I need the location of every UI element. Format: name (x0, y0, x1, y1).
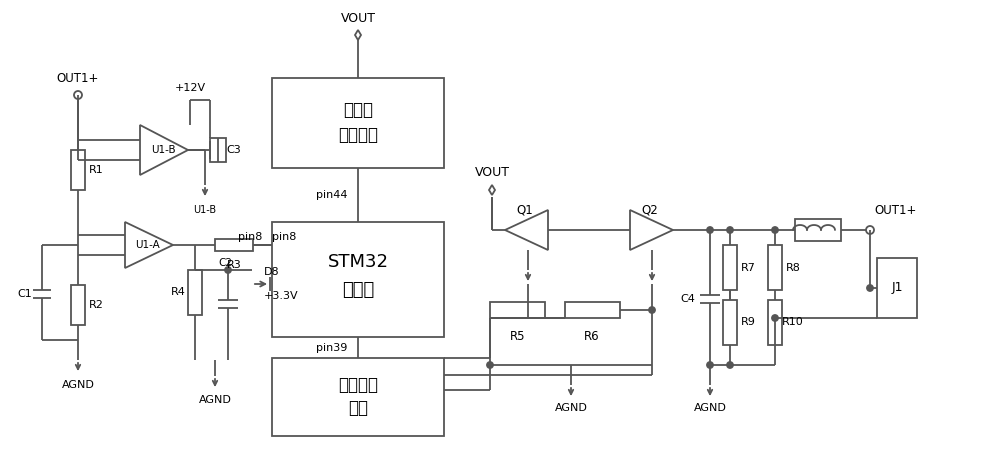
Circle shape (487, 362, 493, 368)
Text: 转换电路: 转换电路 (338, 126, 378, 144)
Text: 单片机: 单片机 (342, 281, 374, 299)
Bar (215, 239, 253, 251)
Text: C4: C4 (680, 294, 695, 304)
Text: R6: R6 (584, 329, 600, 342)
Circle shape (225, 267, 231, 273)
Text: STM32: STM32 (328, 253, 388, 271)
Bar (877, 258, 917, 318)
Text: 隔离驱动: 隔离驱动 (338, 376, 378, 394)
Text: U1-A: U1-A (136, 240, 160, 250)
Text: R1: R1 (89, 165, 103, 175)
Text: R4: R4 (171, 287, 185, 297)
Text: 模块: 模块 (348, 399, 368, 417)
Bar (188, 270, 202, 315)
Text: AGND: AGND (694, 403, 726, 413)
Text: D8: D8 (264, 267, 280, 277)
Text: R7: R7 (741, 263, 755, 273)
Text: C3: C3 (227, 145, 241, 155)
Bar (272, 222, 444, 337)
Text: R10: R10 (782, 317, 804, 327)
Bar (71, 150, 85, 190)
Text: C1: C1 (18, 289, 32, 299)
Text: U1-B: U1-B (193, 205, 217, 215)
Bar (768, 245, 782, 290)
Circle shape (772, 315, 778, 321)
Text: VOUT: VOUT (340, 12, 376, 24)
Text: pin39: pin39 (316, 343, 347, 353)
Text: R8: R8 (786, 263, 800, 273)
Circle shape (867, 285, 873, 291)
Circle shape (649, 307, 655, 313)
Text: C2: C2 (218, 258, 232, 268)
Bar (210, 138, 226, 162)
Text: J1: J1 (891, 282, 903, 294)
Text: R9: R9 (741, 317, 755, 327)
Text: R5: R5 (510, 329, 526, 342)
Bar (490, 302, 545, 318)
Bar (723, 300, 737, 345)
Text: R3: R3 (227, 260, 241, 270)
Text: +3.3V: +3.3V (264, 291, 299, 301)
Text: AGND: AGND (199, 395, 231, 405)
Text: AGND: AGND (555, 403, 587, 413)
Text: Q2: Q2 (642, 203, 658, 216)
Text: U1-B: U1-B (151, 145, 175, 155)
Bar (795, 219, 841, 241)
Text: pin8: pin8 (238, 232, 262, 242)
Circle shape (772, 227, 778, 233)
Bar (723, 245, 737, 290)
Text: R2: R2 (89, 300, 103, 310)
Text: AGND: AGND (62, 380, 94, 390)
Bar (565, 302, 620, 318)
Circle shape (727, 227, 733, 233)
Circle shape (707, 362, 713, 368)
Text: pin8: pin8 (272, 232, 296, 242)
Text: OUT1+: OUT1+ (875, 203, 917, 216)
Bar (768, 300, 782, 345)
Text: 交直流: 交直流 (343, 101, 373, 119)
Text: OUT1+: OUT1+ (57, 72, 99, 85)
Bar (71, 285, 85, 325)
Text: +12V: +12V (174, 83, 206, 93)
Circle shape (727, 362, 733, 368)
Circle shape (707, 227, 713, 233)
Bar (272, 358, 444, 436)
Text: VOUT: VOUT (475, 166, 510, 180)
Text: pin44: pin44 (316, 190, 348, 200)
Text: Q1: Q1 (517, 203, 533, 216)
Bar (272, 78, 444, 168)
